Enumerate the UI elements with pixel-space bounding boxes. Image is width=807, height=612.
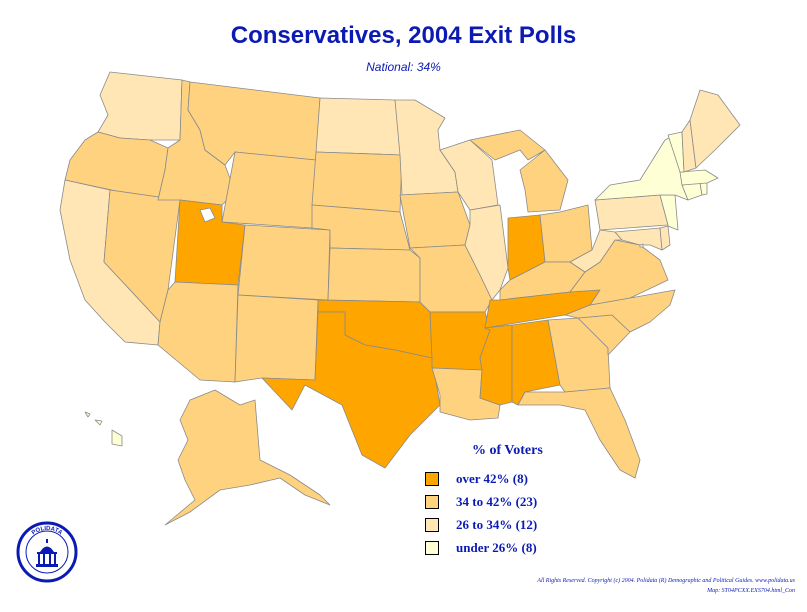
state-co	[237, 224, 331, 301]
legend-swatch	[425, 471, 439, 486]
state-pa	[594, 194, 669, 231]
state-dc	[639, 243, 644, 248]
state-wa	[97, 71, 183, 141]
legend-title: % of Voters	[472, 443, 543, 458]
state-nm	[234, 294, 319, 383]
map-subtitle: National: 34%	[366, 60, 441, 74]
state-hi	[84, 411, 123, 447]
state-ks	[327, 247, 421, 303]
state-ma	[679, 169, 719, 186]
copyright-footer: All Rights Reserved. Copyright (c) 2004.…	[537, 576, 795, 596]
svg-text:POLIDATA: POLIDATA	[31, 526, 64, 537]
state-oh	[539, 204, 593, 263]
legend: % of Voters over 42% (8) 34 to 42% (23) …	[420, 443, 640, 559]
state-tx	[261, 311, 441, 469]
legend-label: 26 to 34% (12)	[456, 516, 538, 532]
state-ia	[399, 191, 471, 249]
legend-item-26-to-34: 26 to 34% (12)	[420, 513, 640, 536]
map-title: Conservatives, 2004 Exit Polls	[230, 22, 577, 49]
state-wy	[221, 151, 317, 229]
legend-label: over 42% (8)	[456, 470, 528, 486]
state-wv	[569, 229, 623, 273]
copyright-line: All Rights Reserved. Copyright (c) 2004.…	[537, 578, 795, 584]
state-az	[157, 281, 239, 383]
state-fl	[517, 387, 641, 479]
state-de	[659, 225, 671, 251]
state-mi	[469, 129, 569, 213]
state-nd	[315, 97, 403, 156]
polidata-logo: POLIDATA	[16, 521, 78, 583]
legend-item-under-26: under 26% (8)	[420, 536, 640, 559]
legend-item-over-42: over 42% (8)	[420, 467, 640, 490]
legend-item-34-to-42: 34 to 42% (23)	[420, 490, 640, 513]
state-me	[689, 89, 741, 169]
legend-swatch	[425, 540, 439, 555]
legend-label: 34 to 42% (23)	[456, 493, 538, 509]
legend-swatch	[425, 494, 439, 509]
legend-swatch	[425, 517, 439, 532]
state-sd	[311, 151, 403, 213]
logo-text: POLIDATA	[31, 526, 64, 537]
great-salt-lake	[199, 207, 216, 223]
legend-label: under 26% (8)	[456, 539, 537, 555]
map-id-line: Map: ST04PCXX.EXS704.html_Con	[707, 588, 795, 594]
state-ak	[164, 389, 331, 526]
state-mt	[187, 81, 321, 166]
